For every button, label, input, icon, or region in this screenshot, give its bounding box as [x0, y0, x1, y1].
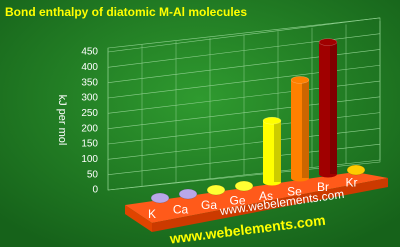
bar: [262, 116, 282, 186]
floor-front: [152, 178, 388, 232]
y-tick-label: 150: [81, 139, 98, 150]
chart-title: Bond enthalpy of diatomic M-Al molecules: [5, 5, 247, 19]
no-data-disc: [150, 192, 170, 204]
x-tick-label: Ga: [201, 198, 217, 212]
y-tick-label: 200: [81, 123, 98, 134]
y-tick-label: 100: [81, 154, 98, 165]
floor-top: [125, 172, 388, 223]
no-data-disc: [206, 184, 226, 196]
x-tick-label: Ge: [229, 194, 245, 208]
y-tick-label: 450: [81, 47, 98, 58]
no-data-disc: [346, 164, 366, 176]
no-data-disc: [234, 180, 254, 192]
y-tick-label: 300: [81, 93, 98, 104]
y-tick-label: 250: [81, 108, 98, 119]
y-tick-label: 0: [92, 185, 98, 196]
y-tick-label: 50: [87, 169, 99, 180]
bar: [290, 76, 310, 182]
y-axis-label: kJ per mol: [56, 95, 68, 146]
x-tick-label: Kr: [346, 176, 358, 190]
x-tick-label: Br: [317, 180, 329, 194]
x-tick-label: K: [148, 207, 156, 221]
no-data-disc: [178, 188, 198, 200]
x-tick-label: Ca: [173, 203, 189, 217]
x-tick-label: Se: [287, 185, 302, 199]
floor-side: [125, 205, 152, 232]
y-tick-label: 400: [81, 62, 98, 73]
x-tick-label: As: [259, 189, 273, 203]
y-tick-label: 350: [81, 77, 98, 88]
bar: [318, 38, 338, 178]
